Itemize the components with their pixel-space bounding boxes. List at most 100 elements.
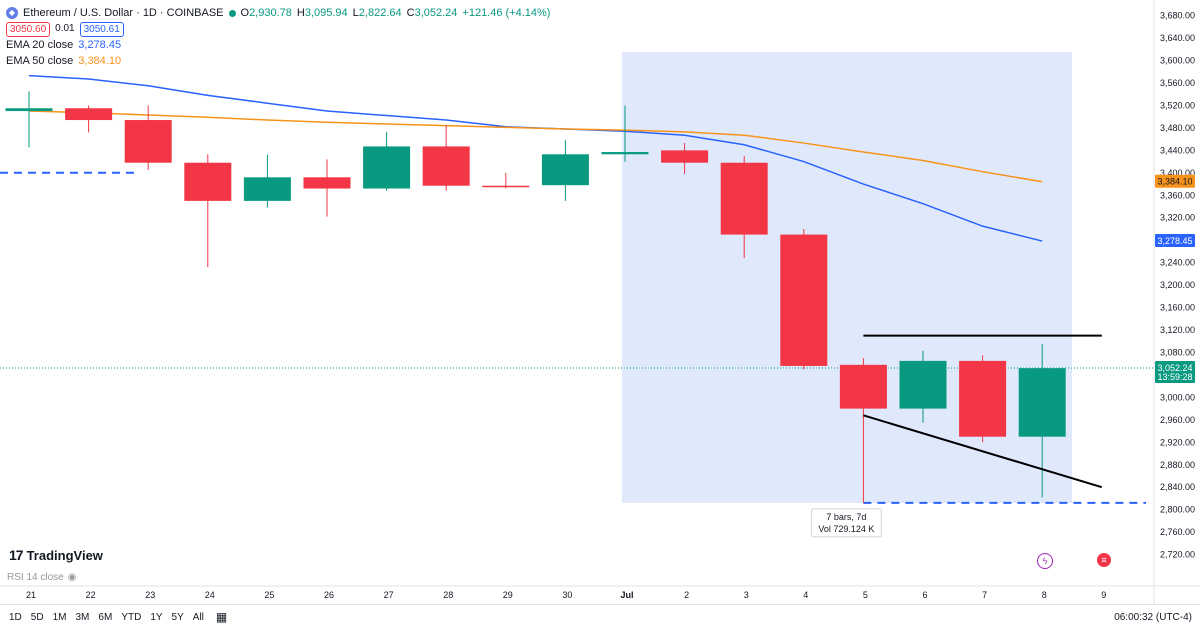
ethereum-icon: ◆ (6, 7, 18, 19)
x-tick-label: 23 (145, 590, 155, 600)
y-tick-label: 3,080.00 (1160, 347, 1195, 357)
candle (303, 159, 351, 217)
candle-body (243, 177, 291, 201)
candle-body (1018, 368, 1066, 437)
x-tick-label: 6 (922, 590, 927, 600)
candle (601, 105, 649, 162)
range-all-button[interactable]: All (192, 611, 204, 623)
measure-label: 7 bars, 7d Vol 729.124 K (810, 508, 882, 538)
ema50-line (28, 110, 1043, 183)
ema20-price-tag-text: 3,278.45 (1157, 236, 1192, 246)
buy-price-button[interactable]: 3050.61 (79, 21, 124, 37)
ema20-price-tag-bg (1155, 234, 1195, 248)
range-1d-button[interactable]: 1D (9, 611, 22, 623)
x-tick-label: 8 (1042, 590, 1047, 600)
range-3m-button[interactable]: 3M (75, 611, 90, 623)
x-tick-label: 22 (86, 590, 96, 600)
candle (184, 154, 232, 268)
y-tick-label: 2,840.00 (1160, 482, 1195, 492)
candle (959, 355, 1007, 443)
y-tick-label: 2,760.00 (1160, 527, 1195, 537)
price-change: +121.46 (+4.14%) (462, 7, 551, 19)
candle (363, 131, 411, 191)
rsi-pane-label[interactable]: RSI 14 close ◉ (7, 572, 76, 583)
x-tick-label: 7 (982, 590, 987, 600)
ohlc-low: L2,822.64 (352, 7, 402, 19)
x-tick-label: 30 (562, 590, 572, 600)
range-5y-button[interactable]: 5Y (171, 611, 184, 623)
y-tick-label: 3,440.00 (1160, 145, 1195, 155)
ema20-label[interactable]: EMA 20 close (6, 39, 74, 51)
y-tick-label: 3,120.00 (1160, 325, 1195, 335)
candle (780, 228, 828, 370)
y-tick-label: 3,640.00 (1160, 33, 1195, 43)
x-tick-label: 26 (324, 590, 334, 600)
clock-display[interactable]: 06:00:32 (UTC-4) (1114, 611, 1192, 623)
tradingview-mark-icon: 17 (9, 547, 24, 563)
y-tick-label: 3,520.00 (1160, 100, 1195, 110)
x-tick-label: 21 (26, 590, 36, 600)
candle-body (422, 146, 470, 186)
y-tick-label: 3,680.00 (1160, 11, 1195, 21)
spread-value: 0.01 (55, 23, 75, 34)
calendar-icon[interactable]: ▦ (215, 610, 228, 624)
range-1m-button[interactable]: 1M (52, 611, 67, 623)
candle-body (303, 177, 351, 189)
symbol-title[interactable]: Ethereum / U.S. Dollar · 1D · COINBASE (23, 7, 224, 19)
candle-body (601, 152, 649, 155)
x-tick-label: 3 (744, 590, 749, 600)
x-tick-label: 5 (863, 590, 868, 600)
candle (482, 172, 530, 189)
candle-body (959, 360, 1007, 437)
candle-body (363, 146, 411, 189)
candle-body (184, 162, 232, 201)
y-tick-label: 3,400.00 (1160, 168, 1195, 178)
candle (124, 105, 172, 171)
measure-bars-text: 7 bars, 7d (826, 512, 866, 522)
ema50-value: 3,384.10 (78, 55, 122, 67)
candle (839, 358, 887, 503)
candle (1018, 344, 1066, 498)
candle-body (541, 154, 589, 186)
candle (899, 350, 947, 423)
y-tick-label: 3,160.00 (1160, 303, 1195, 313)
x-tick-label: 28 (443, 590, 453, 600)
logo-text: TradingView (26, 547, 103, 563)
bottom-toolbar: 1D 5D 1M 3M 6M YTD 1Y 5Y All ▦ 06:00:32 … (0, 604, 1200, 629)
y-tick-label: 2,960.00 (1160, 415, 1195, 425)
candle (541, 140, 589, 201)
ema50-price-tag-text: 3,384.10 (1157, 177, 1192, 187)
candle-body (124, 120, 172, 163)
candle (422, 125, 470, 191)
range-6m-button[interactable]: 6M (98, 611, 113, 623)
candle (720, 155, 768, 259)
x-tick-label: 24 (205, 590, 215, 600)
ohlc-high: H3,095.94 (296, 7, 348, 19)
sell-price-button[interactable]: 3050.60 (6, 21, 51, 37)
tradingview-logo[interactable]: 17 TradingView (9, 547, 103, 563)
rsi-label-text: RSI 14 close (7, 572, 64, 583)
market-open-indicator (228, 9, 236, 17)
lightning-icon[interactable]: ϟ (1037, 553, 1053, 569)
x-tick-label: 29 (503, 590, 513, 600)
us-flag-icon[interactable]: ≡ (1097, 553, 1111, 567)
range-5d-button[interactable]: 5D (30, 611, 44, 623)
ema50-price-tag: 3,384.10 (1155, 174, 1195, 188)
last-price-tag-bg (1155, 361, 1195, 384)
range-ytd-button[interactable]: YTD (121, 611, 142, 623)
ema50-label[interactable]: EMA 50 close (6, 55, 74, 67)
y-tick-label: 2,880.00 (1160, 460, 1195, 470)
x-tick-label: 25 (264, 590, 274, 600)
x-tick-label: 27 (384, 590, 394, 600)
measure-volume-text: Vol 729.124 K (818, 524, 874, 534)
candle-body (65, 108, 113, 121)
candle (243, 154, 291, 208)
range-1y-button[interactable]: 1Y (150, 611, 163, 623)
ema50-price-tag-bg (1155, 174, 1195, 188)
y-tick-label: 2,920.00 (1160, 437, 1195, 447)
candle-body (839, 364, 887, 409)
eye-icon[interactable]: ◉ (67, 572, 77, 583)
candle (65, 105, 113, 133)
